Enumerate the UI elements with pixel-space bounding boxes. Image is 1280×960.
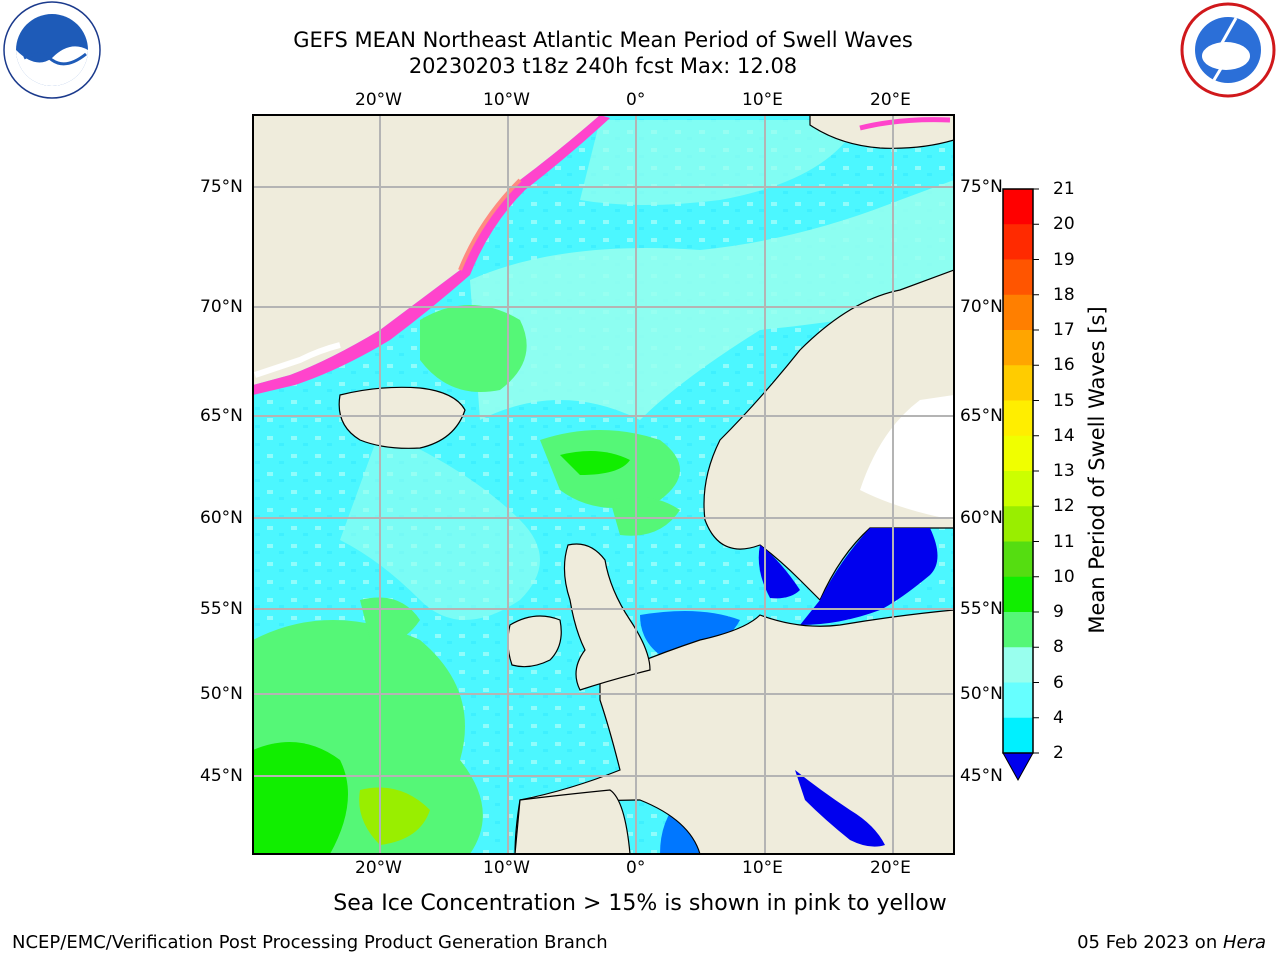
colorbar-segment <box>1003 259 1033 296</box>
sea-ice-edge <box>253 115 610 395</box>
footer-date-text: 05 Feb 2023 on <box>1077 932 1223 953</box>
swell-zone-green <box>540 430 680 508</box>
colorbar-tick-label: 16 <box>1053 355 1075 376</box>
greenland-land <box>253 115 600 385</box>
swell-zone-bright-green <box>560 451 630 475</box>
swell-zone-bright-green <box>253 742 348 854</box>
colorbar-tick-label: 10 <box>1053 566 1075 587</box>
graticule <box>253 115 954 854</box>
colorbar-tick-label: 2 <box>1053 743 1064 763</box>
caption-text: Sea Ice Concentration > 15% is shown in … <box>333 891 947 916</box>
colorbar-tick-label: 18 <box>1053 284 1075 305</box>
lat-label-right: 45°N <box>960 766 1003 786</box>
colorbar-segment <box>1003 294 1033 331</box>
colorbar-segment <box>1003 365 1033 401</box>
colorbar-segment <box>1003 330 1033 366</box>
colorbar-segment <box>1003 717 1033 754</box>
colorbar-tick-label: 11 <box>1053 531 1075 552</box>
lon-label-top: 10°E <box>742 90 783 110</box>
colorbar-segment <box>1003 400 1033 437</box>
map-title: GEFS MEAN Northeast Atlantic Mean Period… <box>293 28 913 52</box>
colorbar-segment <box>1003 541 1033 578</box>
colorbar-segment <box>1003 189 1033 225</box>
swell-zone-yellow-green <box>359 787 430 845</box>
colorbar-tick-label: 8 <box>1053 637 1064 658</box>
swell-zone-blue <box>660 796 780 854</box>
map-area <box>253 115 954 854</box>
colorbar-tick-label: 12 <box>1053 496 1075 517</box>
swell-zone-light <box>470 180 954 420</box>
lat-label-right: 70°N <box>960 297 1003 317</box>
colorbar-tick-label: 21 <box>1053 179 1075 199</box>
footer-host: Hera <box>1222 932 1266 953</box>
lon-label-top: 20°W <box>355 90 402 110</box>
adriatic-sea <box>795 770 885 847</box>
swell-zone-light <box>580 120 860 205</box>
lat-label-left: 70°N <box>200 297 243 317</box>
colorbar <box>1002 188 1039 782</box>
colorbar-tick-label: 9 <box>1053 602 1064 622</box>
swell-zone-green <box>420 305 527 392</box>
lat-label-left: 75°N <box>200 177 243 197</box>
colorbar-segment <box>1003 506 1033 542</box>
lat-label-right: 50°N <box>960 684 1003 704</box>
colorbar-segment <box>1003 435 1033 472</box>
colorbar-frame <box>1002 188 1034 754</box>
great-britain-land <box>563 543 651 691</box>
lat-label-right: 60°N <box>960 508 1003 528</box>
footer-date: 05 Feb 2023 on Hera <box>1077 932 1266 953</box>
swell-zone-light <box>340 430 540 620</box>
iceland-land <box>338 386 466 449</box>
lon-label-bottom: 20°E <box>870 858 911 878</box>
colorbar-tick-label: 14 <box>1053 425 1075 446</box>
lon-label-bottom: 0° <box>626 858 646 878</box>
scandinavia-land <box>703 269 954 602</box>
map-subtitle: 20230203 t18z 240h fcst Max: 12.08 <box>408 54 798 78</box>
colorbar-segment <box>1003 682 1033 719</box>
lon-label-top: 10°W <box>483 90 530 110</box>
svalbard-land <box>809 115 954 149</box>
lat-label-left: 60°N <box>200 508 243 528</box>
colorbar-segment <box>1003 224 1033 260</box>
colorbar-segment <box>1003 647 1033 683</box>
footer-credit: NCEP/EMC/Verification Post Processing Pr… <box>12 932 608 953</box>
continental-europe-land <box>514 609 954 854</box>
swell-zone-green <box>360 597 420 643</box>
ireland-land <box>507 615 562 668</box>
colorbar-title: Mean Period of Swell Waves [s] <box>1085 306 1109 634</box>
lon-label-bottom: 20°W <box>355 858 402 878</box>
caption: Sea Ice Concentration > 15% is shown in … <box>0 891 1280 916</box>
swell-zone-blue <box>640 611 740 657</box>
lon-label-bottom: 10°E <box>742 858 783 878</box>
colorbar-tick-label: 20 <box>1053 214 1075 235</box>
ocean-field <box>253 115 954 854</box>
lon-label-top: 0° <box>626 90 646 110</box>
colorbar-segment <box>1003 471 1033 507</box>
colorbar-segment <box>1003 612 1033 648</box>
colorbar-tick-label: 19 <box>1053 249 1075 270</box>
kattegat <box>758 545 800 599</box>
lat-label-left: 65°N <box>200 406 243 426</box>
colorbar-tick-label: 6 <box>1053 672 1064 693</box>
gulf-of-bothnia-ice <box>860 395 954 520</box>
lat-label-left: 45°N <box>200 766 243 786</box>
lon-label-top: 20°E <box>870 90 911 110</box>
colorbar-tick-label: 13 <box>1053 461 1075 481</box>
lon-label-bottom: 10°W <box>483 858 530 878</box>
map-frame <box>252 114 955 855</box>
iberia-land <box>514 789 631 854</box>
lat-label-right: 65°N <box>960 406 1003 426</box>
colorbar-tick-label: 17 <box>1053 320 1075 340</box>
lat-label-right: 55°N <box>960 599 1003 619</box>
lat-label-left: 50°N <box>200 684 243 704</box>
swell-zone-green <box>253 620 483 854</box>
colorbar-tick-label: 4 <box>1053 707 1064 728</box>
colorbar-segment <box>1003 576 1033 613</box>
colorbar-extend-arrow <box>1002 752 1034 782</box>
lat-label-right: 75°N <box>960 177 1003 197</box>
baltic-sea <box>800 528 938 625</box>
lat-label-left: 55°N <box>200 599 243 619</box>
colorbar-tick-label: 15 <box>1053 390 1075 411</box>
swell-zone-green <box>610 496 680 536</box>
